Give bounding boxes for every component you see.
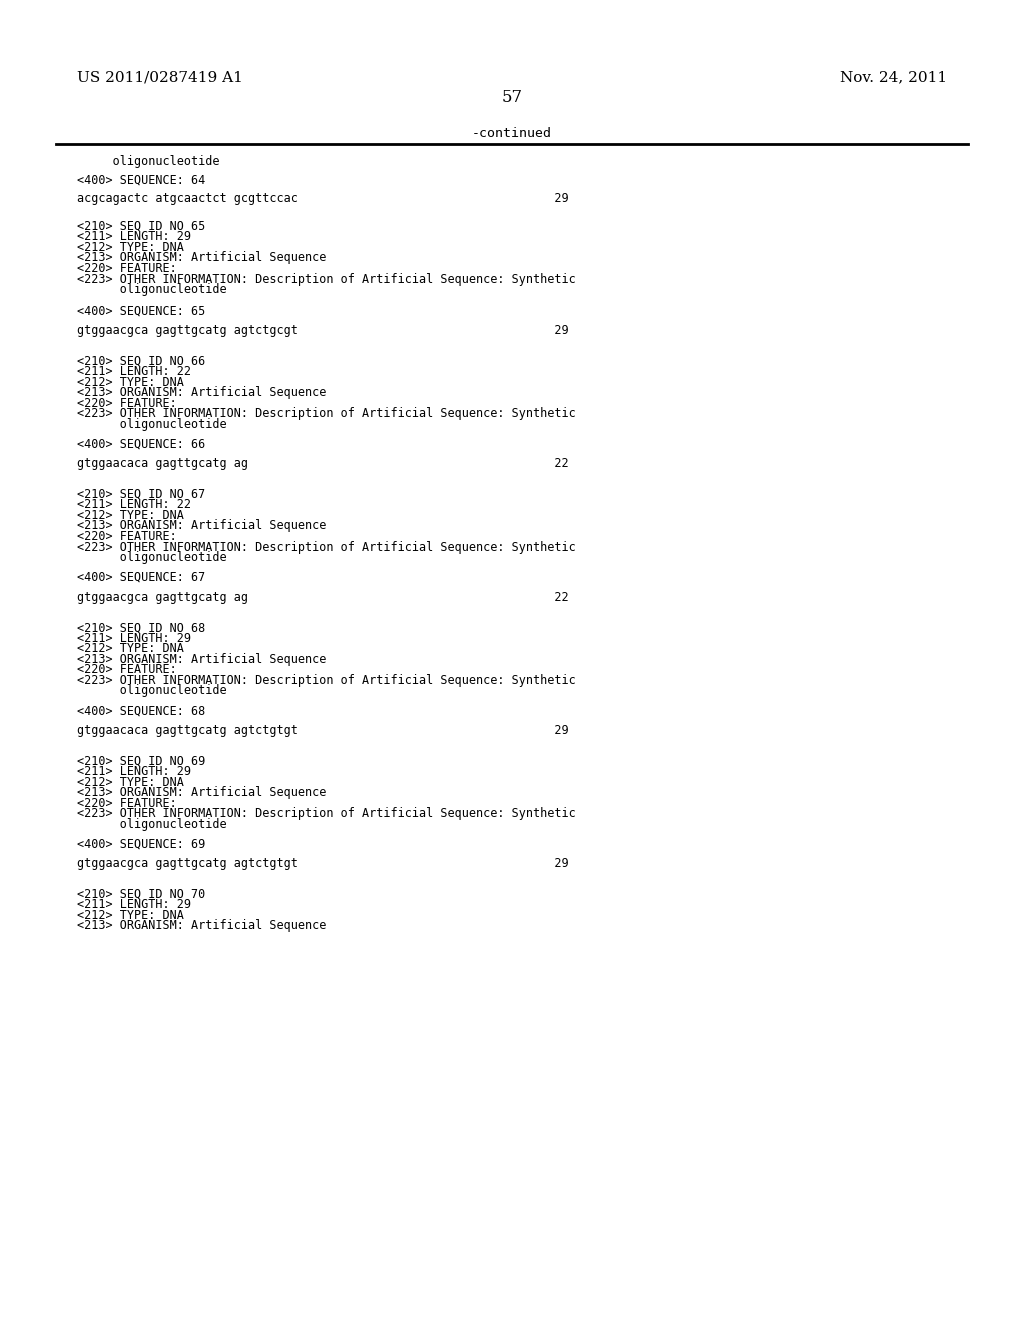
Text: <210> SEQ ID NO 70: <210> SEQ ID NO 70 [77,887,205,900]
Text: <211> LENGTH: 22: <211> LENGTH: 22 [77,498,190,511]
Text: oligonucleotide: oligonucleotide [77,156,219,168]
Text: acgcagactc atgcaactct gcgttccac                                    29: acgcagactc atgcaactct gcgttccac 29 [77,191,568,205]
Text: US 2011/0287419 A1: US 2011/0287419 A1 [77,70,243,84]
Text: gtggaacgca gagttgcatg agtctgcgt                                    29: gtggaacgca gagttgcatg agtctgcgt 29 [77,325,568,337]
Text: gtggaacaca gagttgcatg ag                                           22: gtggaacaca gagttgcatg ag 22 [77,458,568,470]
Text: <213> ORGANISM: Artificial Sequence: <213> ORGANISM: Artificial Sequence [77,519,327,532]
Text: gtggaacgca gagttgcatg agtctgtgt                                    29: gtggaacgca gagttgcatg agtctgtgt 29 [77,858,568,870]
Text: <400> SEQUENCE: 67: <400> SEQUENCE: 67 [77,570,205,583]
Text: <220> FEATURE:: <220> FEATURE: [77,261,176,275]
Text: <210> SEQ ID NO 65: <210> SEQ ID NO 65 [77,219,205,232]
Text: <220> FEATURE:: <220> FEATURE: [77,663,176,676]
Text: gtggaacaca gagttgcatg agtctgtgt                                    29: gtggaacaca gagttgcatg agtctgtgt 29 [77,723,568,737]
Text: <211> LENGTH: 29: <211> LENGTH: 29 [77,632,190,644]
Text: <210> SEQ ID NO 67: <210> SEQ ID NO 67 [77,488,205,500]
Text: <213> ORGANISM: Artificial Sequence: <213> ORGANISM: Artificial Sequence [77,653,327,665]
Text: <223> OTHER INFORMATION: Description of Artificial Sequence: Synthetic: <223> OTHER INFORMATION: Description of … [77,673,575,686]
Text: oligonucleotide: oligonucleotide [77,685,226,697]
Text: <400> SEQUENCE: 64: <400> SEQUENCE: 64 [77,173,205,186]
Text: <212> TYPE: DNA: <212> TYPE: DNA [77,908,183,921]
Text: <220> FEATURE:: <220> FEATURE: [77,796,176,809]
Text: <212> TYPE: DNA: <212> TYPE: DNA [77,776,183,788]
Text: 57: 57 [502,88,522,106]
Text: <223> OTHER INFORMATION: Description of Artificial Sequence: Synthetic: <223> OTHER INFORMATION: Description of … [77,807,575,820]
Text: Nov. 24, 2011: Nov. 24, 2011 [840,70,947,84]
Text: <400> SEQUENCE: 66: <400> SEQUENCE: 66 [77,438,205,450]
Text: <220> FEATURE:: <220> FEATURE: [77,396,176,409]
Text: oligonucleotide: oligonucleotide [77,284,226,296]
Text: <213> ORGANISM: Artificial Sequence: <213> ORGANISM: Artificial Sequence [77,785,327,799]
Text: <211> LENGTH: 22: <211> LENGTH: 22 [77,364,190,378]
Text: <211> LENGTH: 29: <211> LENGTH: 29 [77,766,190,777]
Text: <213> ORGANISM: Artificial Sequence: <213> ORGANISM: Artificial Sequence [77,251,327,264]
Text: <223> OTHER INFORMATION: Description of Artificial Sequence: Synthetic: <223> OTHER INFORMATION: Description of … [77,541,575,553]
Text: <212> TYPE: DNA: <212> TYPE: DNA [77,643,183,655]
Text: <212> TYPE: DNA: <212> TYPE: DNA [77,375,183,388]
Text: oligonucleotide: oligonucleotide [77,417,226,430]
Text: <213> ORGANISM: Artificial Sequence: <213> ORGANISM: Artificial Sequence [77,919,327,932]
Text: <212> TYPE: DNA: <212> TYPE: DNA [77,508,183,521]
Text: oligonucleotide: oligonucleotide [77,552,226,564]
Text: <223> OTHER INFORMATION: Description of Artificial Sequence: Synthetic: <223> OTHER INFORMATION: Description of … [77,407,575,420]
Text: <211> LENGTH: 29: <211> LENGTH: 29 [77,898,190,911]
Text: <212> TYPE: DNA: <212> TYPE: DNA [77,242,183,253]
Text: <400> SEQUENCE: 68: <400> SEQUENCE: 68 [77,704,205,717]
Text: <210> SEQ ID NO 66: <210> SEQ ID NO 66 [77,354,205,367]
Text: <220> FEATURE:: <220> FEATURE: [77,529,176,543]
Text: <400> SEQUENCE: 69: <400> SEQUENCE: 69 [77,838,205,850]
Text: <213> ORGANISM: Artificial Sequence: <213> ORGANISM: Artificial Sequence [77,385,327,399]
Text: <210> SEQ ID NO 68: <210> SEQ ID NO 68 [77,622,205,634]
Text: gtggaacgca gagttgcatg ag                                           22: gtggaacgca gagttgcatg ag 22 [77,591,568,603]
Text: -continued: -continued [472,128,552,140]
Text: oligonucleotide: oligonucleotide [77,817,226,830]
Text: <211> LENGTH: 29: <211> LENGTH: 29 [77,230,190,243]
Text: <210> SEQ ID NO 69: <210> SEQ ID NO 69 [77,755,205,767]
Text: <400> SEQUENCE: 65: <400> SEQUENCE: 65 [77,305,205,317]
Text: <223> OTHER INFORMATION: Description of Artificial Sequence: Synthetic: <223> OTHER INFORMATION: Description of … [77,272,575,285]
